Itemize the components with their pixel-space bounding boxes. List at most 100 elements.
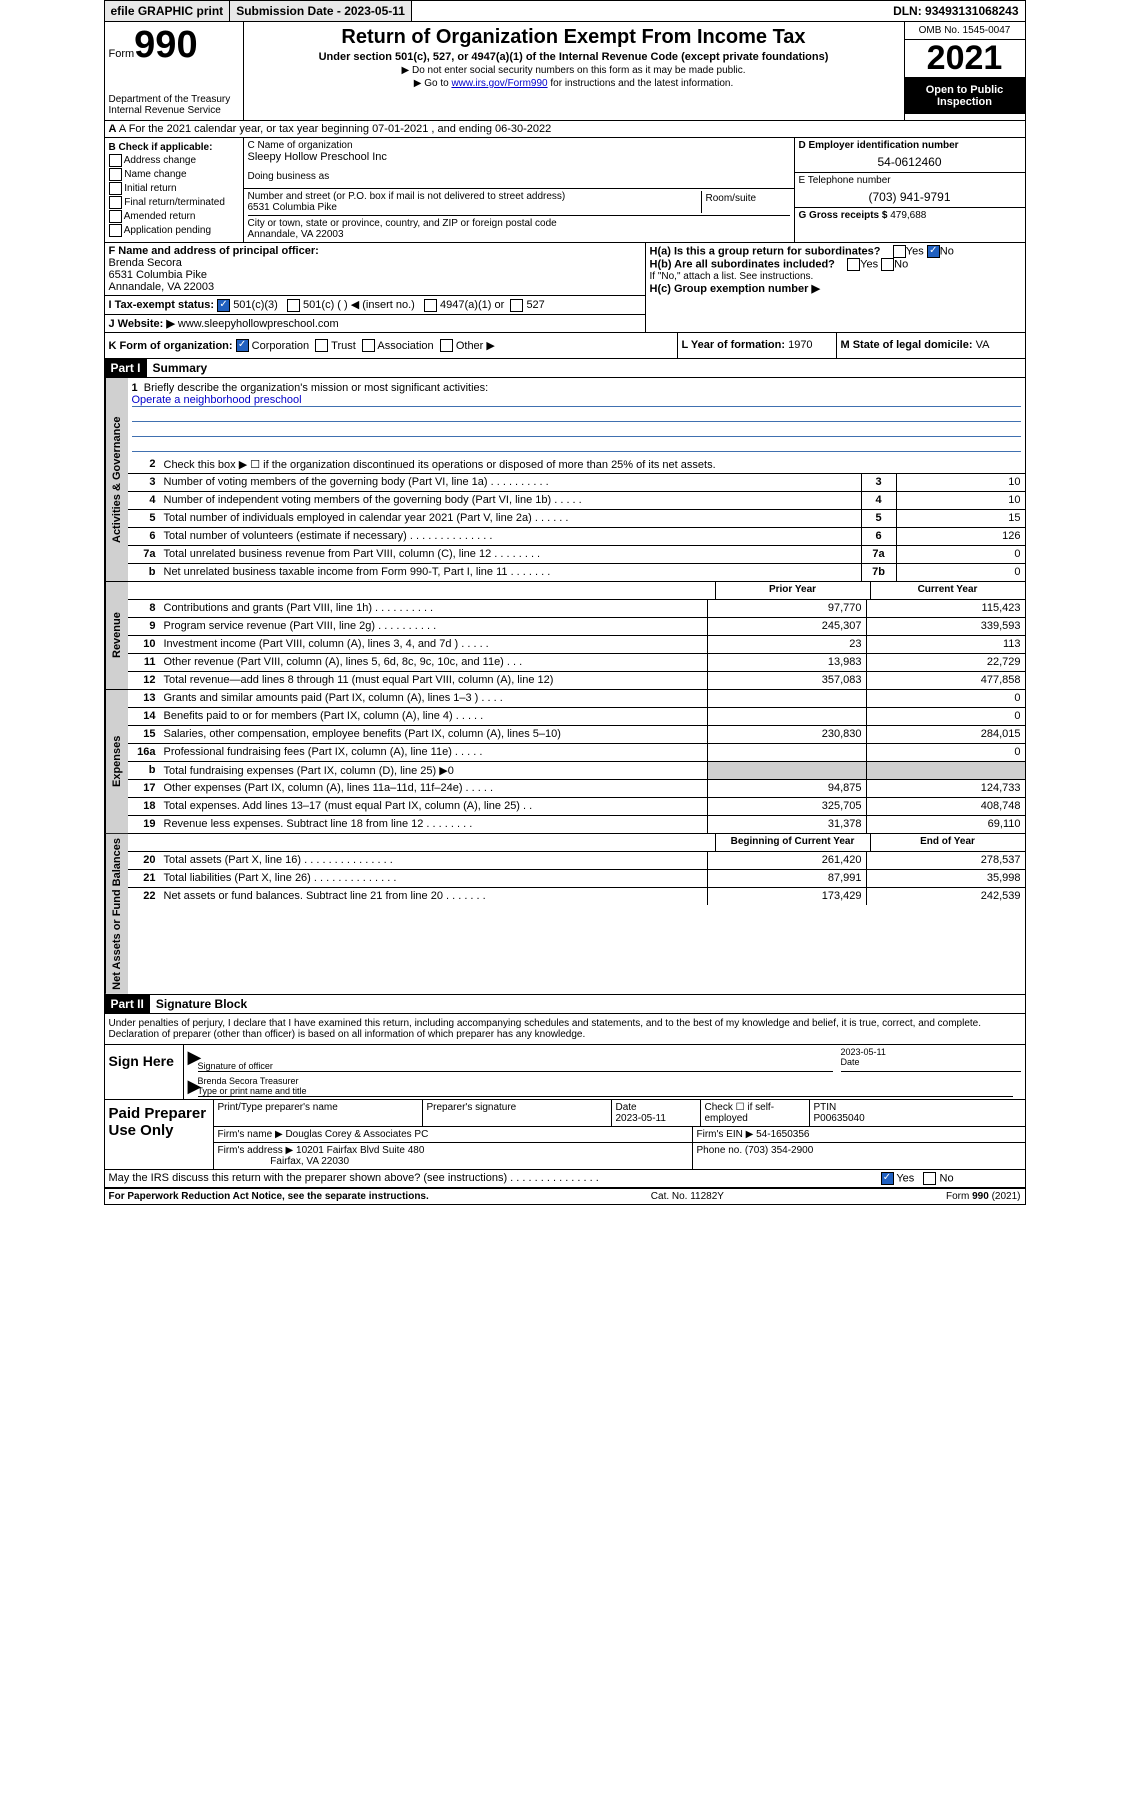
cb-corp[interactable] xyxy=(236,339,249,352)
header-left: Form990 Department of the Treasury Inter… xyxy=(105,22,244,120)
block-d: D Employer identification number 54-0612… xyxy=(795,138,1025,173)
header: Form990 Department of the Treasury Inter… xyxy=(105,22,1025,121)
note-1: ▶ Do not enter social security numbers o… xyxy=(252,65,896,76)
expenses-section: Expenses 13Grants and similar amounts pa… xyxy=(105,690,1025,834)
part2-header-row: Part II Signature Block xyxy=(105,995,1025,1014)
summary-line: 6Total number of volunteers (estimate if… xyxy=(128,528,1025,546)
revenue-line: 10Investment income (Part VIII, column (… xyxy=(128,636,1025,654)
section-f-h-i-j: F Name and address of principal officer:… xyxy=(105,243,1025,333)
summary-line: bNet unrelated business taxable income f… xyxy=(128,564,1025,581)
summary-line: 4Number of independent voting members of… xyxy=(128,492,1025,510)
block-b: B Check if applicable: Address change Na… xyxy=(105,138,244,242)
block-g: G Gross receipts $ 479,688 xyxy=(795,208,1025,242)
cb-initial-return[interactable]: Initial return xyxy=(109,182,239,195)
cb-assoc[interactable] xyxy=(362,339,375,352)
cb-hb-yes[interactable] xyxy=(847,258,860,271)
tax-year: 2021 xyxy=(905,40,1025,78)
expense-line: bTotal fundraising expenses (Part IX, co… xyxy=(128,762,1025,780)
cb-discuss-yes[interactable] xyxy=(881,1172,894,1185)
cb-other[interactable] xyxy=(440,339,453,352)
city-state-zip: Annandale, VA 22003 xyxy=(248,229,790,240)
prep-sig-label: Preparer's signature xyxy=(423,1100,612,1126)
note-2: ▶ Go to www.irs.gov/Form990 for instruct… xyxy=(252,78,896,89)
ein: 54-0612460 xyxy=(799,155,1021,169)
summary-line: 7aTotal unrelated business revenue from … xyxy=(128,546,1025,564)
paid-preparer-row: Paid Preparer Use Only Print/Type prepar… xyxy=(105,1099,1025,1169)
block-a: A A For the 2021 calendar year, or tax y… xyxy=(105,121,1025,138)
phone: (703) 941-9791 xyxy=(799,190,1021,204)
vtab-expenses: Expenses xyxy=(105,690,128,833)
footer-left: For Paperwork Reduction Act Notice, see … xyxy=(109,1191,429,1202)
expense-line: 19Revenue less expenses. Subtract line 1… xyxy=(128,816,1025,833)
header-right: OMB No. 1545-0047 2021 Open to Public In… xyxy=(904,22,1025,120)
dba-cell: Doing business as xyxy=(244,165,794,189)
part1-header-row: Part I Summary xyxy=(105,359,1025,378)
mission-text: Operate a neighborhood preschool xyxy=(132,394,1021,407)
expense-line: 17Other expenses (Part IX, column (A), l… xyxy=(128,780,1025,798)
cb-amended[interactable]: Amended return xyxy=(109,210,239,223)
netasset-line: 21Total liabilities (Part X, line 26) . … xyxy=(128,870,1025,888)
org-name: Sleepy Hollow Preschool Inc xyxy=(248,151,790,163)
may-irs-row: May the IRS discuss this return with the… xyxy=(105,1169,1025,1188)
line-2: 2 Check this box ▶ ☐ if the organization… xyxy=(128,456,1025,474)
cb-name-change[interactable]: Name change xyxy=(109,168,239,181)
firm-addr-cell: Firm's address ▶ 10201 Fairfax Blvd Suit… xyxy=(214,1143,693,1169)
revenue-line: 12Total revenue—add lines 8 through 11 (… xyxy=(128,672,1025,689)
cb-pending[interactable]: Application pending xyxy=(109,224,239,237)
cb-hb-no[interactable] xyxy=(881,258,894,271)
prep-name-label: Print/Type preparer's name xyxy=(214,1100,423,1126)
revenue-colheads: Prior Year Current Year xyxy=(128,582,1025,600)
line-1: 1 Briefly describe the organization's mi… xyxy=(128,378,1025,456)
cb-ha-yes[interactable] xyxy=(893,245,906,258)
cb-trust[interactable] xyxy=(315,339,328,352)
cb-501c3[interactable] xyxy=(217,299,230,312)
self-employed-cell[interactable]: Check ☐ if self-employed xyxy=(701,1100,810,1126)
form-number: 990 xyxy=(134,24,197,66)
part2-title: Signature Block xyxy=(150,995,253,1013)
revenue-section: Revenue Prior Year Current Year 8Contrib… xyxy=(105,582,1025,690)
irs-link[interactable]: www.irs.gov/Form990 xyxy=(451,78,547,89)
form-label: Form xyxy=(109,48,135,60)
website: www.sleepyhollowpreschool.com xyxy=(178,318,339,330)
expense-line: 14Benefits paid to or for members (Part … xyxy=(128,708,1025,726)
cb-address-change[interactable]: Address change xyxy=(109,154,239,167)
cb-501c[interactable] xyxy=(287,299,300,312)
submission-date: Submission Date - 2023-05-11 xyxy=(230,1,412,21)
cb-4947[interactable] xyxy=(424,299,437,312)
net-colheads: Beginning of Current Year End of Year xyxy=(128,834,1025,852)
block-h: H(a) Is this a group return for subordin… xyxy=(646,243,1025,332)
form-title: Return of Organization Exempt From Incom… xyxy=(252,26,896,49)
cb-final-return[interactable]: Final return/terminated xyxy=(109,196,239,209)
block-m: M State of legal domicile: VA xyxy=(836,333,1025,359)
cb-ha-no[interactable] xyxy=(927,245,940,258)
address-block: Number and street (or P.O. box if mail i… xyxy=(244,189,794,242)
gross-receipts: 479,688 xyxy=(890,210,926,221)
sign-here-row: Sign Here ▶ Signature of officer 2023-05… xyxy=(105,1044,1025,1099)
part1-badge: Part I xyxy=(105,359,147,377)
officer-name: Brenda Secora xyxy=(109,257,182,269)
expense-line: 15Salaries, other compensation, employee… xyxy=(128,726,1025,744)
ptin-cell: PTINP00635040 xyxy=(810,1100,1025,1126)
org-name-cell: C Name of organization Sleepy Hollow Pre… xyxy=(244,138,794,165)
phone-cell: Phone no. (703) 354-2900 xyxy=(693,1143,1025,1169)
top-bar: efile GRAPHIC print Submission Date - 20… xyxy=(105,1,1025,22)
form-subtitle: Under section 501(c), 527, or 4947(a)(1)… xyxy=(252,51,896,63)
cb-discuss-no[interactable] xyxy=(923,1172,936,1185)
netassets-section: Net Assets or Fund Balances Beginning of… xyxy=(105,834,1025,995)
block-k: K Form of organization: Corporation Trus… xyxy=(105,333,677,359)
firm-ein-cell: Firm's EIN ▶ 54-1650356 xyxy=(693,1127,1025,1142)
room-suite: Room/suite xyxy=(701,191,790,213)
section-b-c-d-e-g: B Check if applicable: Address change Na… xyxy=(105,138,1025,243)
penalties-text: Under penalties of perjury, I declare th… xyxy=(105,1014,1025,1044)
blocks-d-e-g: D Employer identification number 54-0612… xyxy=(794,138,1025,242)
dln-label: DLN: 93493131068243 xyxy=(887,1,1024,21)
sign-here-label: Sign Here xyxy=(105,1045,183,1099)
footer-mid: Cat. No. 11282Y xyxy=(651,1191,724,1202)
firm-name-cell: Firm's name ▶ Douglas Corey & Associates… xyxy=(214,1127,693,1142)
officer-sig-field[interactable]: Signature of officer xyxy=(198,1047,833,1072)
omb-number: OMB No. 1545-0047 xyxy=(905,22,1025,40)
revenue-line: 11Other revenue (Part VIII, column (A), … xyxy=(128,654,1025,672)
cb-527[interactable] xyxy=(510,299,523,312)
revenue-line: 9Program service revenue (Part VIII, lin… xyxy=(128,618,1025,636)
header-center: Return of Organization Exempt From Incom… xyxy=(244,22,904,120)
